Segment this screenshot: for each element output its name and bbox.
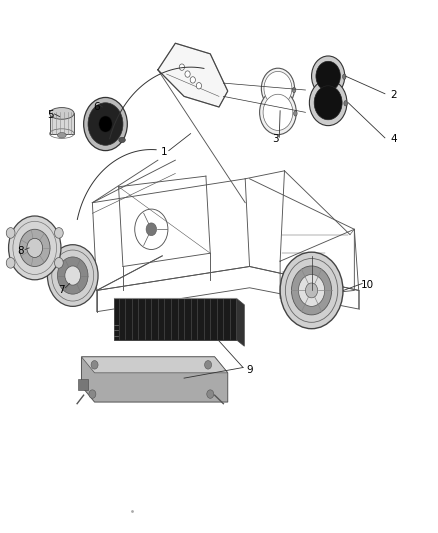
Circle shape [205, 361, 212, 369]
Text: 3: 3 [272, 134, 279, 144]
Ellipse shape [49, 108, 74, 119]
Circle shape [47, 245, 98, 306]
Circle shape [264, 71, 292, 106]
Text: 10: 10 [361, 280, 374, 290]
Ellipse shape [196, 83, 201, 89]
Polygon shape [81, 357, 228, 373]
Circle shape [9, 216, 61, 280]
Circle shape [19, 229, 50, 266]
Circle shape [261, 68, 294, 109]
Circle shape [263, 94, 293, 131]
Text: 2: 2 [390, 90, 397, 100]
Circle shape [84, 98, 127, 151]
Circle shape [99, 116, 112, 132]
Polygon shape [158, 43, 228, 107]
Circle shape [298, 274, 325, 306]
Circle shape [54, 257, 63, 268]
Bar [78, 379, 88, 390]
Polygon shape [81, 357, 228, 402]
Circle shape [280, 252, 343, 329]
Text: 8: 8 [17, 246, 24, 255]
Circle shape [88, 103, 123, 146]
Circle shape [260, 90, 296, 135]
Ellipse shape [179, 64, 184, 70]
Polygon shape [237, 298, 244, 346]
Ellipse shape [343, 74, 346, 79]
Circle shape [311, 56, 345, 96]
Text: 1: 1 [161, 147, 168, 157]
Text: 4: 4 [390, 134, 397, 144]
Circle shape [65, 266, 81, 285]
Ellipse shape [293, 111, 297, 116]
Circle shape [6, 257, 15, 268]
Circle shape [6, 228, 15, 238]
Ellipse shape [57, 133, 66, 138]
Circle shape [291, 266, 332, 315]
Circle shape [54, 228, 63, 238]
Circle shape [305, 283, 318, 298]
Bar [49, 114, 74, 134]
Circle shape [27, 238, 42, 257]
Ellipse shape [185, 71, 190, 77]
Text: 5: 5 [48, 110, 54, 120]
Ellipse shape [292, 87, 296, 93]
Text: 9: 9 [246, 365, 253, 375]
Text: 7: 7 [59, 286, 65, 295]
Circle shape [146, 223, 156, 236]
Ellipse shape [119, 138, 125, 143]
Circle shape [316, 61, 340, 91]
Circle shape [57, 257, 88, 294]
Ellipse shape [190, 77, 195, 83]
Circle shape [309, 80, 347, 126]
Circle shape [314, 86, 342, 120]
Ellipse shape [344, 101, 347, 106]
Polygon shape [114, 298, 237, 340]
Circle shape [91, 361, 98, 369]
Circle shape [207, 390, 214, 398]
Circle shape [89, 390, 96, 398]
Text: 6: 6 [93, 102, 100, 112]
